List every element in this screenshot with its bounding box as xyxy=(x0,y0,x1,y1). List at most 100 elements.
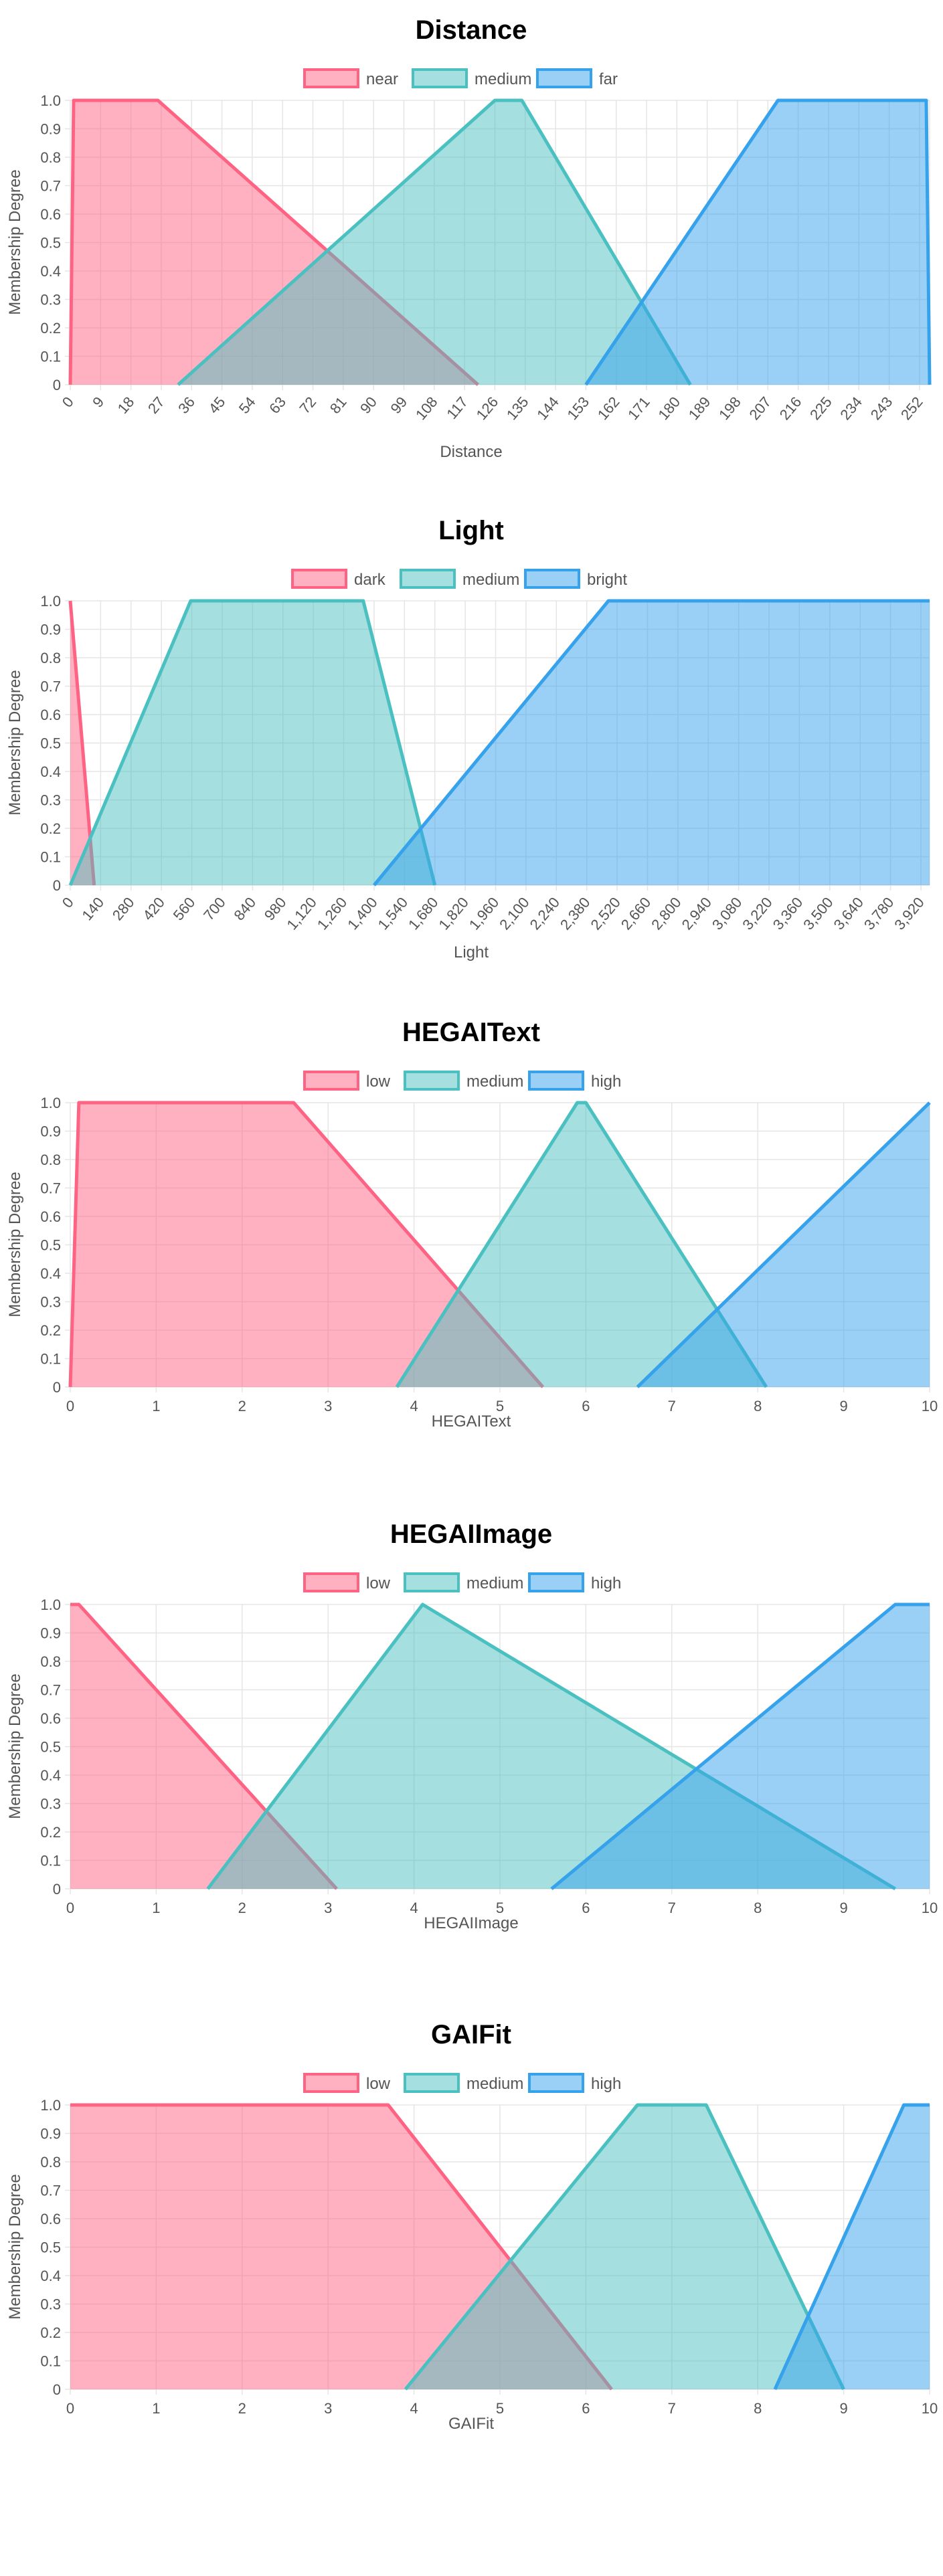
x-tick-label: 8 xyxy=(754,2400,762,2417)
x-tick-label: 99 xyxy=(387,393,410,417)
x-tick-label: 216 xyxy=(776,393,805,423)
y-tick-label: 0.3 xyxy=(40,792,61,809)
x-tick-label: 420 xyxy=(139,894,168,923)
series-line-medium xyxy=(177,98,692,386)
x-tick-label: 27 xyxy=(145,393,168,417)
chart-svg-hegaitext: HEGAIText low medium high 0 0.1 0.2 0.3 0.4 0.5 0.… xyxy=(6,1018,938,1431)
y-tick-label: 0 xyxy=(53,377,61,393)
x-tick-label: 18 xyxy=(114,393,138,417)
y-tick-label: 0.2 xyxy=(40,820,61,837)
legend-label-medium: medium xyxy=(466,1574,523,1592)
x-tick-label: 171 xyxy=(624,393,653,423)
x-tick-label: 2,100 xyxy=(496,894,533,933)
x-tick-label: 63 xyxy=(266,393,289,417)
chart-title: HEGAIImage xyxy=(390,1520,552,1549)
x-tick-label: 234 xyxy=(837,393,865,423)
x-tick-label: 3,080 xyxy=(709,894,746,933)
x-tick-label: 135 xyxy=(503,393,532,423)
x-tick-label: 5 xyxy=(496,2400,504,2417)
legend-label-medium: medium xyxy=(475,70,531,88)
y-tick-label: 0.4 xyxy=(40,763,61,780)
x-tick-label: 2 xyxy=(238,1398,246,1414)
y-tick-label: 0.3 xyxy=(40,1294,61,1311)
chart-svg-hegaiimage: HEGAIImage low medium high 0 0.1 0.2 0.3 0.4 0.5 0… xyxy=(6,1520,938,1932)
x-tick-label: 5 xyxy=(496,1398,504,1414)
legend-swatch-medium xyxy=(412,68,468,88)
legend-swatch-high xyxy=(528,1071,584,1091)
y-tick-label: 0.8 xyxy=(40,650,61,666)
series-line-high xyxy=(550,1602,930,1890)
x-tick-label: 0 xyxy=(66,1900,74,1916)
x-tick-label: 3,780 xyxy=(861,894,897,933)
x-tick-label: 1,400 xyxy=(344,894,381,933)
y-tick-label: 0.5 xyxy=(40,2239,61,2256)
y-tick-label: 0 xyxy=(53,877,61,894)
x-tick-label: 140 xyxy=(78,894,107,923)
y-tick-label: 0.6 xyxy=(40,206,61,223)
y-tick-label: 0.3 xyxy=(40,1796,61,1813)
chart-distance: Distance near medium far 0 0.1 0.2 0.3 0.4 0.5 0.6… xyxy=(0,0,943,468)
y-tick-label: 0.7 xyxy=(40,178,61,195)
x-tick-label: 8 xyxy=(754,1398,762,1414)
x-tick-label: 162 xyxy=(594,393,623,423)
y-tick-label: 0.9 xyxy=(40,121,61,138)
chart-title: GAIFit xyxy=(431,2020,511,2049)
x-tick-label: 72 xyxy=(296,393,319,417)
chart-hegaiimage: HEGAIImage low medium high 0 0.1 0.2 0.3 0.4 0.5 0… xyxy=(0,1504,943,1972)
legend-label-high: high xyxy=(591,2075,621,2093)
y-tick-label: 0.6 xyxy=(40,1710,61,1727)
legend-swatch-medium xyxy=(404,1071,460,1091)
legend-swatch-near xyxy=(303,68,359,88)
x-tick-label: 108 xyxy=(412,393,441,423)
x-tick-label: 36 xyxy=(175,393,198,417)
series-line-low xyxy=(68,1101,545,1388)
legend-swatch-medium xyxy=(404,1572,460,1592)
x-tick-label: 0 xyxy=(66,1398,74,1414)
y-tick-label: 0.5 xyxy=(40,1237,61,1254)
x-tick-label: 9 xyxy=(89,393,107,410)
x-axis-label: Light xyxy=(454,943,489,961)
legend-label-medium: medium xyxy=(462,571,519,589)
series-line-medium xyxy=(404,2103,845,2391)
y-tick-label: 0.7 xyxy=(40,678,61,695)
series-area-high xyxy=(551,1604,930,1889)
y-tick-label: 0.1 xyxy=(40,1853,61,1869)
y-tick-label: 0 xyxy=(53,1379,61,1396)
y-tick-label: 0.4 xyxy=(40,2268,61,2284)
series-area-medium xyxy=(405,2105,844,2389)
x-tick-label: 280 xyxy=(109,894,138,923)
x-axis-label: Distance xyxy=(440,443,502,461)
legend-label-low: low xyxy=(366,1574,391,1592)
y-tick-label: 0.8 xyxy=(40,1653,61,1670)
chart-light: Light dark medium bright 0 0.1 0.2 0.3 0.4 0.5 0.6… xyxy=(0,500,943,969)
legend-label-bright: bright xyxy=(587,571,627,589)
x-tick-label: 2,660 xyxy=(618,894,655,933)
legend-swatch-low xyxy=(303,2073,359,2093)
legend-label-medium: medium xyxy=(466,1073,523,1091)
series-line-low xyxy=(70,1602,338,1890)
y-axis-label: Membership Degree xyxy=(6,1172,24,1317)
y-tick-label: 0.9 xyxy=(40,622,61,638)
x-tick-label: 7 xyxy=(668,1398,676,1414)
x-tick-label: 3,220 xyxy=(739,894,776,933)
x-tick-label: 0 xyxy=(59,393,77,410)
y-axis-label: Membership Degree xyxy=(6,670,24,815)
y-tick-label: 0.8 xyxy=(40,149,61,166)
x-tick-label: 1,960 xyxy=(466,894,503,933)
chart-svg-gaifit: GAIFit low medium high 0 0.1 0.2 0.3 0.4 0.5 0.6 0.… xyxy=(6,2020,938,2433)
y-axis-label: Membership Degree xyxy=(6,1673,24,1819)
x-tick-label: 117 xyxy=(443,393,471,422)
x-tick-label: 2 xyxy=(238,1900,246,1916)
legend-label-high: high xyxy=(591,1073,621,1091)
x-tick-label: 700 xyxy=(200,894,229,923)
x-tick-label: 90 xyxy=(357,393,380,417)
legend-label-near: near xyxy=(366,70,398,88)
y-tick-label: 0.9 xyxy=(40,2126,61,2142)
x-tick-label: 8 xyxy=(754,1900,762,1916)
x-tick-label: 0 xyxy=(66,2400,74,2417)
x-tick-label: 4 xyxy=(410,1900,418,1916)
x-tick-label: 207 xyxy=(746,393,774,423)
x-tick-label: 6 xyxy=(582,2400,590,2417)
y-tick-label: 0.7 xyxy=(40,1180,61,1197)
y-tick-label: 0.1 xyxy=(40,2353,61,2370)
